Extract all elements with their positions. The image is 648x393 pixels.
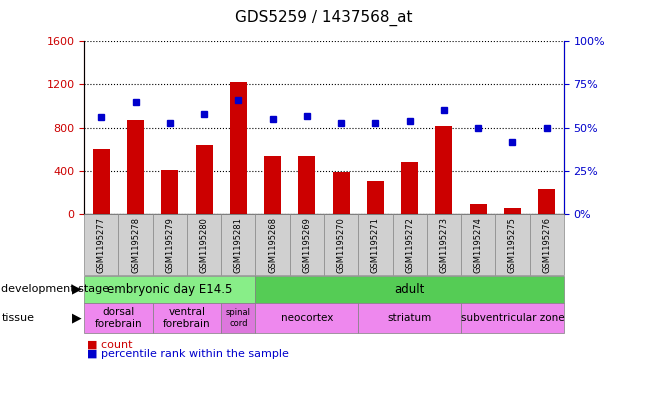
Text: GSM1195278: GSM1195278 xyxy=(131,217,140,273)
Bar xyxy=(367,181,384,214)
Text: embryonic day E14.5: embryonic day E14.5 xyxy=(107,283,233,296)
Text: subventricular zone: subventricular zone xyxy=(461,313,564,323)
Text: GSM1195277: GSM1195277 xyxy=(97,217,106,273)
Text: ■ percentile rank within the sample: ■ percentile rank within the sample xyxy=(87,349,290,360)
Text: GDS5259 / 1437568_at: GDS5259 / 1437568_at xyxy=(235,10,413,26)
Text: GSM1195275: GSM1195275 xyxy=(508,217,517,273)
Text: GSM1195276: GSM1195276 xyxy=(542,217,551,273)
Bar xyxy=(161,170,178,214)
Text: striatum: striatum xyxy=(388,313,432,323)
Bar xyxy=(435,125,452,214)
Text: ▶: ▶ xyxy=(72,312,81,325)
Text: GSM1195281: GSM1195281 xyxy=(234,217,243,273)
Text: GSM1195274: GSM1195274 xyxy=(474,217,483,273)
Text: GSM1195280: GSM1195280 xyxy=(200,217,209,273)
Bar xyxy=(230,82,247,214)
Bar xyxy=(298,156,316,214)
Bar xyxy=(127,120,144,214)
Bar xyxy=(264,156,281,214)
Text: tissue: tissue xyxy=(1,313,34,323)
Bar xyxy=(503,208,521,214)
Bar xyxy=(538,189,555,214)
Text: ■ count: ■ count xyxy=(87,340,133,350)
Text: GSM1195273: GSM1195273 xyxy=(439,217,448,273)
Text: GSM1195269: GSM1195269 xyxy=(303,217,312,273)
Text: ventral
forebrain: ventral forebrain xyxy=(163,307,211,329)
Bar xyxy=(196,145,213,214)
Text: development stage: development stage xyxy=(1,284,110,294)
Bar xyxy=(470,204,487,214)
Text: GSM1195272: GSM1195272 xyxy=(405,217,414,273)
Text: GSM1195271: GSM1195271 xyxy=(371,217,380,273)
Text: GSM1195268: GSM1195268 xyxy=(268,217,277,273)
Bar xyxy=(93,149,110,214)
Text: adult: adult xyxy=(395,283,425,296)
Text: neocortex: neocortex xyxy=(281,313,333,323)
Bar xyxy=(332,172,350,214)
Bar xyxy=(401,162,418,214)
Text: dorsal
forebrain: dorsal forebrain xyxy=(95,307,143,329)
Text: GSM1195279: GSM1195279 xyxy=(165,217,174,273)
Text: spinal
cord: spinal cord xyxy=(226,309,251,328)
Text: GSM1195270: GSM1195270 xyxy=(336,217,345,273)
Text: ▶: ▶ xyxy=(72,283,81,296)
